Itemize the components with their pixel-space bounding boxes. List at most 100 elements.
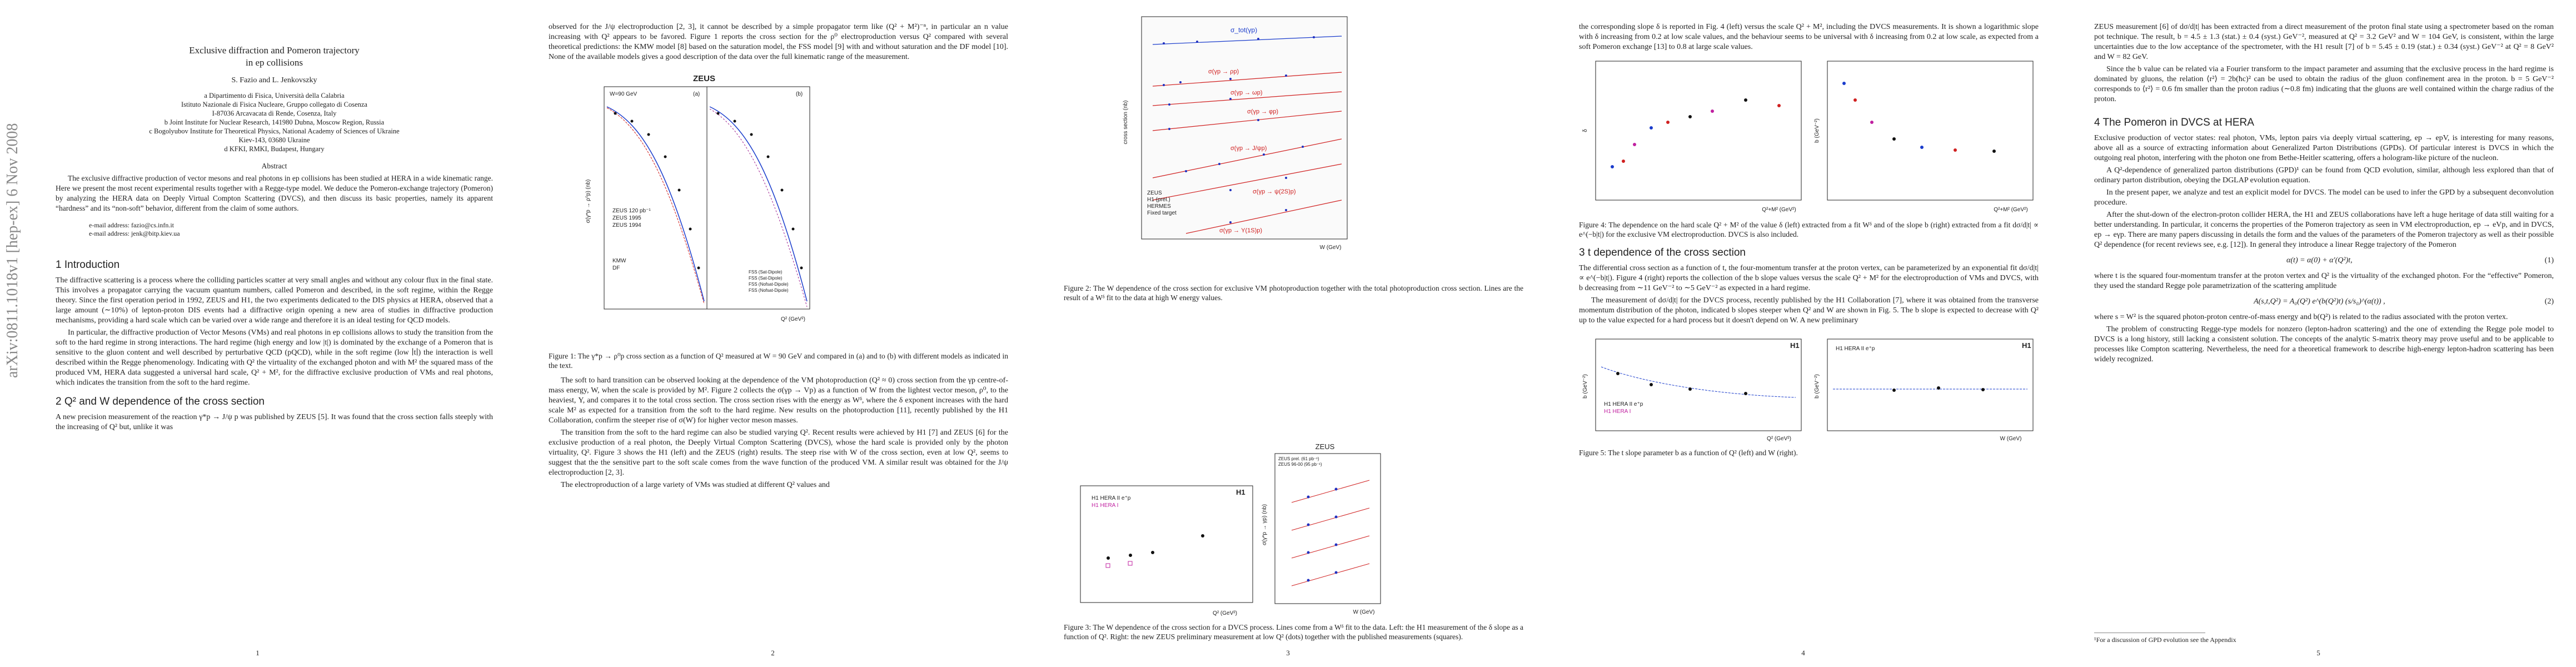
graphic — [1129, 554, 1132, 557]
curve — [709, 108, 808, 307]
graphic — [716, 112, 720, 115]
graphic — [1633, 143, 1636, 146]
section-heading: 1 Introduction — [56, 259, 120, 271]
legend-entry: H1 HERA II e⁺p — [1092, 495, 1131, 501]
curve — [606, 106, 705, 302]
graphic — [1334, 515, 1338, 519]
equation: A(s,t,Q²) = A₀(Q²) e^(b(Q²)t) (s/s₀)^(α(… — [2094, 297, 2554, 307]
email: e-mail address: jenk@bitp.kiev.ua — [89, 230, 180, 237]
legend: ZEUS 120 pb⁻¹ ZEUS 1995 ZEUS 1994 KMW DF… — [612, 208, 789, 293]
graphic — [1185, 200, 1342, 234]
emails: e-mail address: fazio@cs.infn.it e-mail … — [89, 221, 460, 238]
graphic — [1307, 495, 1310, 499]
curve-label: σ(γp → ψ(2S)p) — [1253, 188, 1296, 195]
graphic — [1616, 372, 1620, 375]
graphic — [1954, 148, 1957, 152]
graphic — [1307, 523, 1310, 526]
legend-entry: H1 HERA II e⁺p — [1604, 401, 1643, 407]
figure-label: W=90 GeV — [610, 91, 637, 97]
graphic — [1152, 111, 1342, 131]
data-points — [1842, 82, 1996, 153]
curve — [709, 106, 808, 302]
graphic — [1302, 146, 1304, 148]
legend-entry: H1 HERA I — [1092, 502, 1118, 509]
figure: δ Q²+M² (GeV²) b (GeV⁻²) Q²+M² (GeV²) — [1579, 56, 2039, 217]
paragraph: A new precision measurement of the react… — [56, 413, 493, 431]
axis-title: W (GeV) — [1353, 609, 1375, 615]
graphic — [1291, 535, 1370, 559]
legend-entry: H1 HERA I — [1604, 409, 1631, 415]
paragraph: The differential cross section as a func… — [1579, 264, 2039, 292]
affiliations: a Dipartimento di Fisica, Università del… — [56, 91, 493, 153]
graphic — [1185, 170, 1187, 172]
email: e-mail address: fazio@cs.infn.it — [89, 221, 174, 229]
paragraph: After the shut-down of the electron-prot… — [2094, 211, 2554, 249]
section-heading: 3 t dependence of the cross section — [1579, 247, 1746, 258]
paragraph: In particular, the diffractive productio… — [56, 328, 493, 387]
page: the corresponding slope δ is reported in… — [1546, 0, 2061, 667]
graphic — [733, 120, 736, 123]
graphic — [1152, 36, 1342, 45]
graphic — [1892, 389, 1896, 392]
graphic — [1168, 103, 1170, 106]
paragraph: The measurement of dσ/d|t| for the DVCS … — [1579, 296, 2039, 325]
graphic — [1992, 150, 1996, 153]
axes — [1141, 16, 1348, 240]
paragraph: where s = W² is the squared photon-proto… — [2094, 313, 2508, 321]
axis-title: Q² (GeV²) — [1767, 436, 1791, 442]
legend-entry: FSS (Sat-Dipole) — [749, 270, 783, 275]
curve-label: σ(γp → ρp) — [1208, 68, 1239, 75]
graphic — [800, 266, 803, 270]
authors: S. Fazio and L. Jenkovszky — [231, 76, 317, 84]
graphic — [1168, 128, 1170, 130]
legend-entry: ZEUS 1994 — [612, 222, 641, 228]
figure-panel: δ Q²+M² (GeV²) — [1582, 61, 1802, 213]
axis-title: W (GeV) — [2000, 436, 2022, 442]
figure: ZEUS W=90 GeV (a) (b) ZEUS 120 pb⁻¹ ZEUS… — [585, 74, 810, 322]
graphic — [750, 133, 753, 136]
affiliation: d KFKI, RMKI, Budapest, Hungary — [224, 145, 325, 153]
legend-entry: DF — [612, 265, 620, 271]
page: observed for the J/ψ electroproduction [… — [515, 0, 1030, 667]
data-points — [1163, 36, 1315, 223]
axis-title: Q² (GeV²) — [781, 316, 805, 322]
axis-title: Q²+M² (GeV²) — [1762, 207, 1796, 213]
graphic — [1744, 98, 1747, 102]
graphic — [1152, 138, 1342, 178]
affiliation: Kiev-143, 03680 Ukraine — [238, 136, 310, 144]
graphic — [1870, 121, 1874, 124]
paragraph: A Q²-dependence of generalized parton di… — [2094, 166, 2554, 185]
legend: ZEUS H1 (prel.) HERMES Fixed target — [1147, 190, 1177, 216]
footnote: ¹For a discussion of GPD evolution see t… — [2094, 633, 2236, 645]
affiliation: b Joint Institute for Nuclear Research, … — [164, 118, 385, 126]
graphic — [1163, 42, 1165, 44]
graphic — [1229, 189, 1232, 191]
legend-entry: HERMES — [1147, 203, 1171, 210]
page-number: 3 — [1286, 649, 1290, 657]
title: Exclusive diffraction and Pomeron trajec… — [56, 44, 493, 69]
graphic — [1229, 221, 1232, 223]
axis-title: b (GeV⁻²) — [1814, 374, 1820, 399]
graphic — [1622, 160, 1625, 163]
graphic — [1107, 556, 1110, 560]
figure-panel: ZEUS ZEUS prel. (61 pb⁻¹) ZEUS 96-00 (95… — [1262, 442, 1381, 615]
graphic — [697, 266, 700, 270]
page: arXiv:0811.1018v1 [hep-ex] 6 Nov 2008 Ex… — [0, 0, 515, 667]
legend-entry: H1 HERA II e⁺p — [1836, 346, 1875, 352]
caption: Figure 4: The dependence on the hard sca… — [1579, 221, 2039, 238]
graphic — [1937, 386, 1940, 390]
figure: H1 H1 HERA II e⁺p H1 HERA I b (GeV⁻²) Q²… — [1579, 334, 2039, 445]
axis-title: σ(γ*p → γp) (nb) — [1262, 504, 1268, 545]
equation: α(t) = α(0) + α′(Q²)t, (1) — [2094, 256, 2554, 266]
figure-panel: H1 H1 HERA II e⁺p b (GeV⁻²) W (GeV) — [1814, 339, 2034, 442]
figure-panel: H1 H1 HERA II e⁺p H1 HERA I b (GeV⁻²) Q²… — [1582, 339, 1802, 442]
graphic — [664, 155, 667, 158]
graphic — [1152, 163, 1342, 201]
curve-label: σ(γp → Υ(1S)p) — [1219, 227, 1262, 234]
graphic — [1218, 163, 1220, 165]
axis-title: Q² (GeV²) — [1213, 610, 1237, 616]
legend-entry: ZEUS prel. (61 pb⁻¹) — [1278, 456, 1319, 461]
graphic — [1291, 480, 1370, 503]
